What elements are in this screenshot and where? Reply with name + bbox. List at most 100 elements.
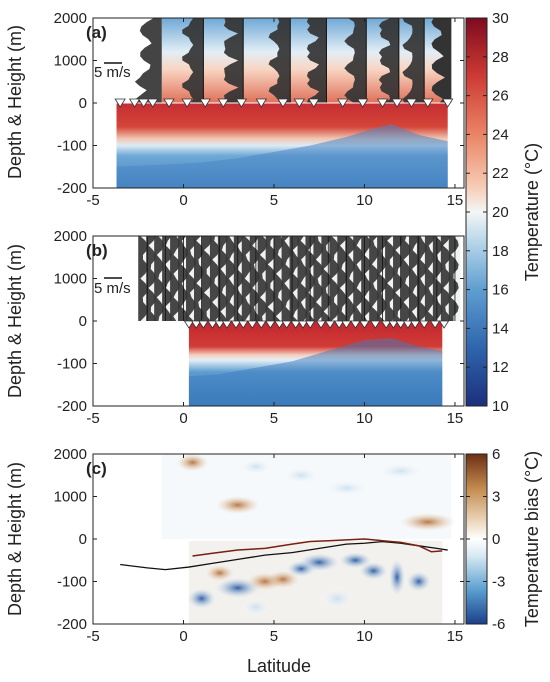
colorbar-tick-label: -6 [492,616,505,633]
x-tick-label: 10 [356,410,373,427]
colorbar-tick-label: 26 [492,88,509,105]
station-marker [190,320,202,329]
station-marker [333,320,345,329]
x-tick-label: 10 [356,628,373,645]
station-marker [429,320,441,329]
colorbar-temperature: 10 12 14 16 18 20 22 24 26 28 30 Temperature (°C) [465,10,542,415]
panel-b-axes: -5 0 5 10 15 -200 -100 0 1000 2000 [54,228,464,427]
x-tick-label: -5 [86,628,99,645]
panel-a: -5 0 5 10 15 -200 -100 0 1000 2000 (a) 5 m/s Dept… [5,10,465,209]
station-marker [281,320,292,329]
colorbar-tick-label: -3 [492,574,505,591]
station-marker [341,320,352,329]
station-marker [114,98,126,108]
y-tick-label: 2000 [54,228,87,245]
station-marker [163,98,175,108]
station-marker [359,320,370,329]
xaxis-label: Latitude [247,656,311,676]
colorbar-tick-label: 10 [492,398,509,415]
station-marker [350,320,361,329]
panel-c-ocean-bias-patches [187,552,431,617]
colorbar-tick-label: 30 [492,10,509,27]
panel-c-air-bias-patches [176,454,456,531]
x-tick-label: -5 [86,410,99,427]
x-tick-label: 5 [270,628,278,645]
colorbar-tick-label: 20 [492,204,509,221]
colorbar-bias: -6 -3 0 3 6 Temperature bias (°C) [465,446,542,633]
panel-c-model-depth-line [192,538,443,557]
station-marker [255,98,268,108]
x-tick-label: 15 [447,192,464,209]
colorbar-tick-label: 24 [492,126,509,143]
panel-a-wind-scale: 5 m/s [94,62,131,81]
station-marker [370,320,381,329]
station-marker [324,320,336,329]
station-marker [237,320,249,329]
colorbar-tick-label: 18 [492,243,509,260]
panel-b: -5 0 5 10 15 -200 -100 0 1000 2000 (b) 5 m/s Dept… [5,228,465,427]
station-marker [181,98,193,108]
panel-a-air-temperature [161,18,452,103]
panel-c-ylabel: Depth & Height (m) [5,462,25,616]
svg-text:5 m/s: 5 m/s [94,280,131,297]
y-tick-label: 0 [79,531,87,548]
station-marker [293,98,306,108]
y-tick-label: 2000 [54,446,87,463]
panel-b-station-markers [183,320,450,329]
station-marker [217,98,230,108]
station-marker [388,320,399,329]
panel-a-label: (a) [86,23,107,42]
colorbar-tick-label: 3 [492,489,500,506]
panel-b-wind-scale: 5 m/s [94,277,131,297]
station-marker [438,320,450,329]
station-marker [376,98,389,108]
y-tick-label: -200 [57,180,87,197]
colorbar-bias-label: Temperature bias (°C) [522,451,542,627]
colorbar-tick-label: 12 [492,359,509,376]
x-tick-label: 5 [270,410,278,427]
station-marker [304,320,316,329]
station-marker [235,98,248,108]
panel-b-ylabel: Depth & Height (m) [5,244,25,398]
station-marker [422,98,434,108]
panel-a-station-markers [114,98,454,108]
station-marker [230,320,242,329]
station-marker [409,320,421,329]
station-marker [274,320,285,329]
colorbar-tick-label: 22 [492,165,509,182]
x-tick-label: 15 [447,410,464,427]
panel-a-axes: -5 0 5 10 15 -200 -100 0 1000 2000 [54,10,464,209]
station-marker [402,320,414,329]
station-marker [207,320,218,329]
station-marker [405,98,418,108]
station-marker [297,320,309,329]
y-tick-label: 2000 [54,10,87,27]
station-marker [395,320,406,329]
x-tick-label: 10 [356,192,373,209]
y-tick-label: 1000 [54,271,87,288]
y-tick-label: 1000 [54,489,87,506]
panel-c-axes: -5 0 5 10 15 -200 -100 0 1000 2000 [54,446,464,645]
panel-a-ylabel: Depth & Height (m) [5,25,25,179]
panel-b-wind-profiles [138,236,461,321]
station-marker [308,98,320,108]
x-tick-label: -5 [86,192,99,209]
svg-text:5 m/s: 5 m/s [94,64,131,81]
x-tick-label: 0 [179,628,187,645]
panel-b-deep-cold-layer [188,338,443,406]
y-tick-label: -200 [57,398,87,415]
colorbar-temperature-ticks: 10 12 14 16 18 20 22 24 26 28 30 [466,10,509,415]
station-marker [418,320,430,329]
colorbar-tick-label: 6 [492,446,500,463]
station-marker [391,98,403,108]
station-marker [214,320,225,329]
station-marker [337,98,349,108]
station-marker [247,320,258,329]
station-marker [199,98,211,108]
station-marker [356,98,369,108]
station-marker [137,98,150,108]
station-marker [265,320,276,329]
y-tick-label: 1000 [54,53,87,70]
panel-c: -5 0 5 10 15 -200 -100 0 1000 2000 (c) Depth & He… [5,446,465,676]
